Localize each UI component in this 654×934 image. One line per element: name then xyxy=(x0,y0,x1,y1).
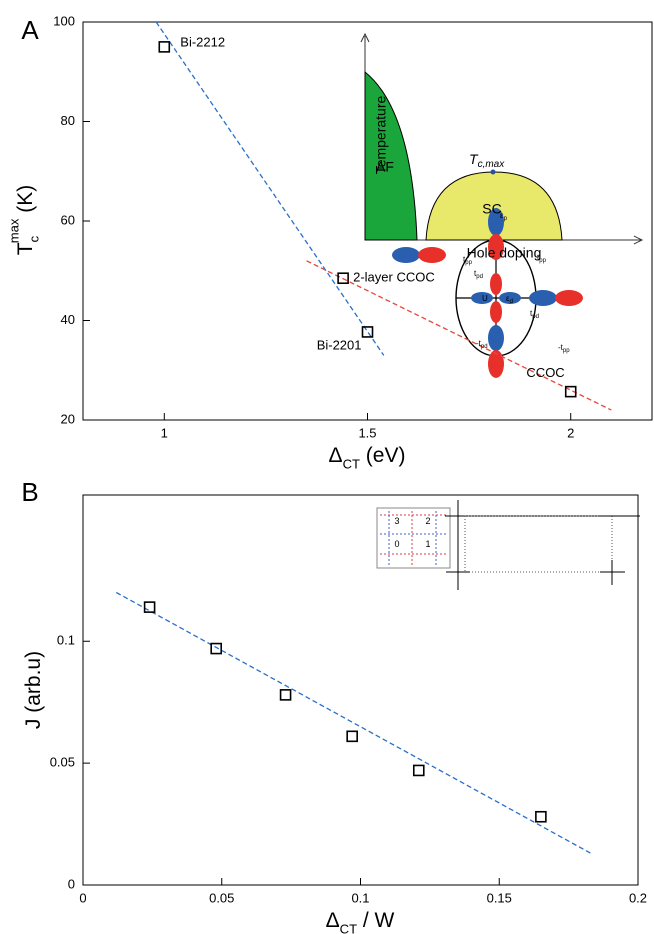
label-base: T xyxy=(14,242,37,255)
label-sup: max xyxy=(6,218,21,243)
label-rest: (eV) xyxy=(360,444,406,467)
label-base: t xyxy=(474,269,477,278)
label-base: ε xyxy=(500,211,504,220)
label-sub: pp xyxy=(465,260,472,266)
x-tick-label: 1 xyxy=(161,425,168,440)
x-tick-label: 0.2 xyxy=(629,890,647,905)
cell-outline xyxy=(464,515,613,573)
y-tick-label: 100 xyxy=(53,13,75,28)
data-point xyxy=(158,41,171,53)
lattice-number: 1 xyxy=(425,539,430,549)
label-base: J (arb.u) xyxy=(22,651,45,729)
data-point xyxy=(210,642,222,655)
y-tick-label: 40 xyxy=(61,312,75,327)
lattice-thumbnail xyxy=(376,507,451,569)
label-base: -t xyxy=(476,339,482,348)
inset-ylabel: Temperature xyxy=(373,95,389,174)
y-tick-label: 0.1 xyxy=(57,633,75,648)
axis-label: ΔCT / W xyxy=(326,909,395,934)
data-point xyxy=(337,272,349,285)
region-label: SC xyxy=(482,201,501,217)
x-tick-label: 0.15 xyxy=(487,890,512,905)
x-tick-label: 1.5 xyxy=(358,425,376,440)
orbital-label: εp xyxy=(500,211,508,222)
lattice-number: 2 xyxy=(425,516,430,526)
orbital-label: tpp xyxy=(463,255,473,266)
label-base: t xyxy=(537,253,540,262)
label-base: ε xyxy=(506,294,510,303)
label-sub: pp xyxy=(539,258,546,264)
point-label: CCOC xyxy=(526,365,564,380)
axis-label: ΔCT (eV) xyxy=(329,444,406,471)
label-sub: CT xyxy=(340,921,357,934)
label-base: t xyxy=(463,255,466,264)
label-sub: pd xyxy=(476,274,483,280)
x-tick-label: 0.05 xyxy=(209,890,234,905)
point-label: Bi-2212 xyxy=(180,34,225,49)
orbital-label: tpd xyxy=(530,309,539,320)
af-region xyxy=(364,70,418,241)
label-base: -t xyxy=(558,343,564,352)
axis-label: Tcmax (K) xyxy=(6,185,41,255)
label-base: t xyxy=(530,309,533,318)
data-point xyxy=(346,730,358,743)
phase-diagram-inset xyxy=(360,32,644,245)
label-sub: p xyxy=(504,216,508,222)
inset-arrow xyxy=(633,235,644,245)
data-point xyxy=(143,601,156,613)
point-label: 2-layer CCOC xyxy=(353,270,435,285)
inset-arrow xyxy=(360,32,370,43)
label-sub: pd xyxy=(532,314,539,320)
label-sub: c,max xyxy=(478,159,506,170)
data-point xyxy=(412,764,425,777)
axis-label: J (arb.u) xyxy=(22,651,45,729)
x-tick-label: 2 xyxy=(567,425,574,440)
y-tick-label: 20 xyxy=(61,411,75,426)
tc-max-point xyxy=(490,169,496,175)
region-label: AF xyxy=(376,159,394,175)
y-tick-label: 60 xyxy=(61,212,75,227)
plot-frame xyxy=(82,494,639,886)
label-sub: d xyxy=(510,299,513,305)
x-tick-label: 0 xyxy=(79,890,86,905)
orbital-label: -tpp xyxy=(558,343,570,354)
point-label: Bi-2201 xyxy=(317,337,362,352)
label-sub: pd xyxy=(481,344,488,350)
y-tick-label: 0.05 xyxy=(50,755,75,770)
data-point xyxy=(535,810,547,823)
y-tick-label: 80 xyxy=(61,113,75,128)
inset-xlabel: Hole doping xyxy=(467,245,542,261)
panel-letter: A xyxy=(21,15,39,45)
lattice-number: 3 xyxy=(394,516,399,526)
orbital-inset xyxy=(376,208,640,590)
y-tick-label: 0 xyxy=(68,876,75,891)
fit-line xyxy=(155,21,385,356)
orbital-label: tpp xyxy=(537,253,547,264)
x-tick-label: 0.1 xyxy=(351,890,369,905)
label-rest: (K) xyxy=(14,185,37,219)
panel-letter: B xyxy=(21,477,38,507)
lattice-lines xyxy=(380,511,447,565)
label-sub: pp xyxy=(563,348,570,354)
orbital-label: εd xyxy=(506,294,513,305)
data-point xyxy=(279,689,292,701)
label-sub: CT xyxy=(343,456,360,471)
peak-label: Tc,max xyxy=(469,151,505,170)
fit-line xyxy=(115,591,592,854)
label-rest: / W xyxy=(357,909,395,932)
label-base: U xyxy=(482,294,488,303)
data-point xyxy=(564,385,577,398)
orbital-label: -tpd xyxy=(476,339,488,350)
orbital-label: U xyxy=(482,294,488,303)
label-sub: c xyxy=(26,235,41,242)
label-base: Δ xyxy=(326,909,340,932)
label-base: Δ xyxy=(329,444,343,467)
fit-line xyxy=(306,260,612,411)
orbital-label: tpd xyxy=(474,269,483,280)
data-point xyxy=(361,326,374,338)
label-base: T xyxy=(469,151,479,167)
lattice-number: 0 xyxy=(394,539,399,549)
orbitals xyxy=(392,208,583,378)
